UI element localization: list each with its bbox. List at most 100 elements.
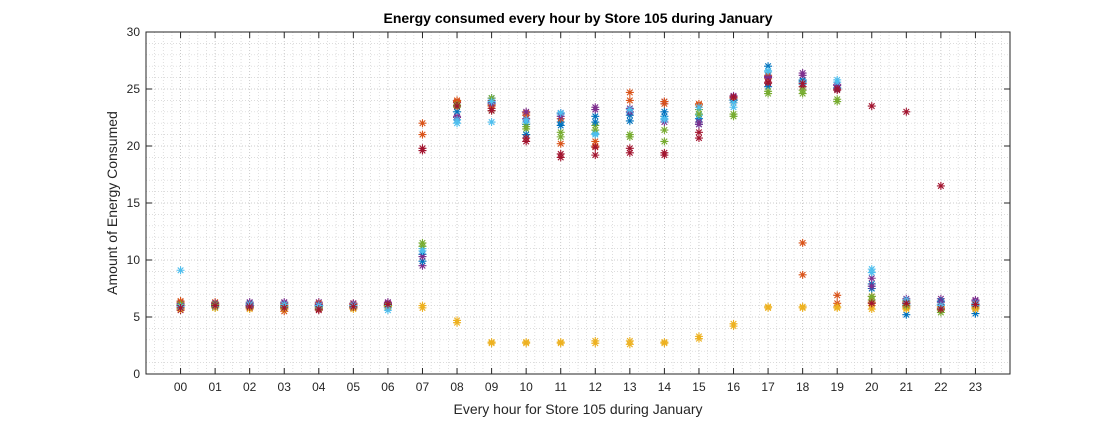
chart-title: Energy consumed every hour by Store 105 …	[383, 10, 772, 26]
data-point	[660, 107, 669, 116]
data-point	[591, 130, 600, 139]
data-point	[522, 134, 531, 143]
data-point	[418, 144, 427, 153]
data-point	[625, 96, 634, 105]
x-tick-label-17: 17	[761, 380, 775, 394]
data-point	[556, 139, 565, 148]
data-point	[764, 82, 773, 91]
data-point	[418, 119, 427, 128]
x-tick-label-05: 05	[347, 380, 361, 394]
data-point	[729, 110, 738, 119]
x-tick-label-13: 13	[623, 380, 637, 394]
data-point	[556, 128, 565, 137]
data-point	[867, 292, 876, 301]
y-tick-label-30: 30	[127, 25, 141, 39]
data-point	[591, 137, 600, 146]
minor-grid	[146, 32, 1010, 374]
data-point	[591, 118, 600, 127]
x-tick-label-23: 23	[969, 380, 983, 394]
data-point	[833, 95, 842, 104]
data-point	[867, 274, 876, 283]
x-tick-label-21: 21	[900, 380, 914, 394]
data-point	[694, 110, 703, 119]
x-axis-label: Every hour for Store 105 during January	[453, 401, 702, 417]
data-point	[487, 118, 496, 127]
data-point	[487, 97, 496, 106]
data-point	[867, 299, 876, 308]
data-point	[798, 238, 807, 247]
data-point	[867, 268, 876, 277]
data-point	[660, 97, 669, 106]
data-point	[764, 78, 773, 87]
data-point	[729, 322, 738, 331]
data-point	[729, 98, 738, 107]
data-point	[591, 143, 600, 152]
data-point	[591, 112, 600, 121]
y-tick-label-0: 0	[133, 367, 140, 381]
data-point	[764, 66, 773, 75]
data-point	[625, 105, 634, 114]
data-point	[314, 305, 323, 314]
x-tick-label-18: 18	[796, 380, 810, 394]
y-tick-label-15: 15	[127, 196, 141, 210]
data-point	[591, 151, 600, 160]
x-tick-label-16: 16	[727, 380, 741, 394]
data-point	[625, 116, 634, 125]
data-point	[764, 303, 773, 312]
data-point	[418, 261, 427, 270]
data-point	[660, 148, 669, 157]
data-point	[591, 126, 600, 135]
data-point	[522, 122, 531, 131]
axis-ticks	[146, 31, 1010, 375]
data-point	[798, 79, 807, 88]
data-point	[487, 106, 496, 115]
x-tick-label-08: 08	[450, 380, 464, 394]
data-point	[418, 130, 427, 139]
y-tick-label-10: 10	[127, 253, 141, 267]
data-point	[418, 242, 427, 251]
data-point	[971, 309, 980, 318]
y-axis-label: Amount of Energy Consumed	[104, 111, 120, 295]
data-point	[418, 246, 427, 255]
data-point	[936, 305, 945, 314]
data-point	[798, 302, 807, 311]
data-point	[453, 96, 462, 105]
data-point	[625, 336, 634, 345]
data-point	[764, 62, 773, 71]
y-tick-labels: 0 5 10 15 20 25 30	[127, 25, 141, 381]
data-point	[833, 78, 842, 87]
data-point	[556, 108, 565, 117]
x-tick-label-06: 06	[381, 380, 395, 394]
data-point	[660, 137, 669, 146]
x-tick-label-10: 10	[519, 380, 533, 394]
x-tick-label-15: 15	[692, 380, 706, 394]
data-point	[556, 132, 565, 141]
data-point	[176, 266, 185, 275]
data-point	[660, 126, 669, 135]
data-point	[660, 115, 669, 124]
data-point	[798, 71, 807, 80]
data-point	[176, 303, 185, 312]
data-point	[522, 107, 531, 116]
x-tick-label-03: 03	[278, 380, 292, 394]
x-tick-label-07: 07	[416, 380, 430, 394]
data-point	[556, 121, 565, 130]
data-point	[694, 128, 703, 137]
y-tick-label-5: 5	[133, 310, 140, 324]
x-tick-label-12: 12	[589, 380, 603, 394]
data-point	[694, 103, 703, 112]
data-point	[625, 148, 634, 157]
data-point	[418, 252, 427, 261]
x-tick-label-09: 09	[485, 380, 499, 394]
x-tick-label-01: 01	[208, 380, 222, 394]
x-tick-label-19: 19	[831, 380, 845, 394]
y-tick-label-25: 25	[127, 82, 141, 96]
y-tick-label-20: 20	[127, 139, 141, 153]
data-point	[383, 300, 392, 309]
data-point	[833, 85, 842, 93]
data-point	[902, 299, 911, 308]
data-point	[625, 88, 634, 97]
data-point	[971, 300, 980, 309]
x-tick-label-11: 11	[554, 380, 567, 394]
data-point	[487, 339, 496, 348]
